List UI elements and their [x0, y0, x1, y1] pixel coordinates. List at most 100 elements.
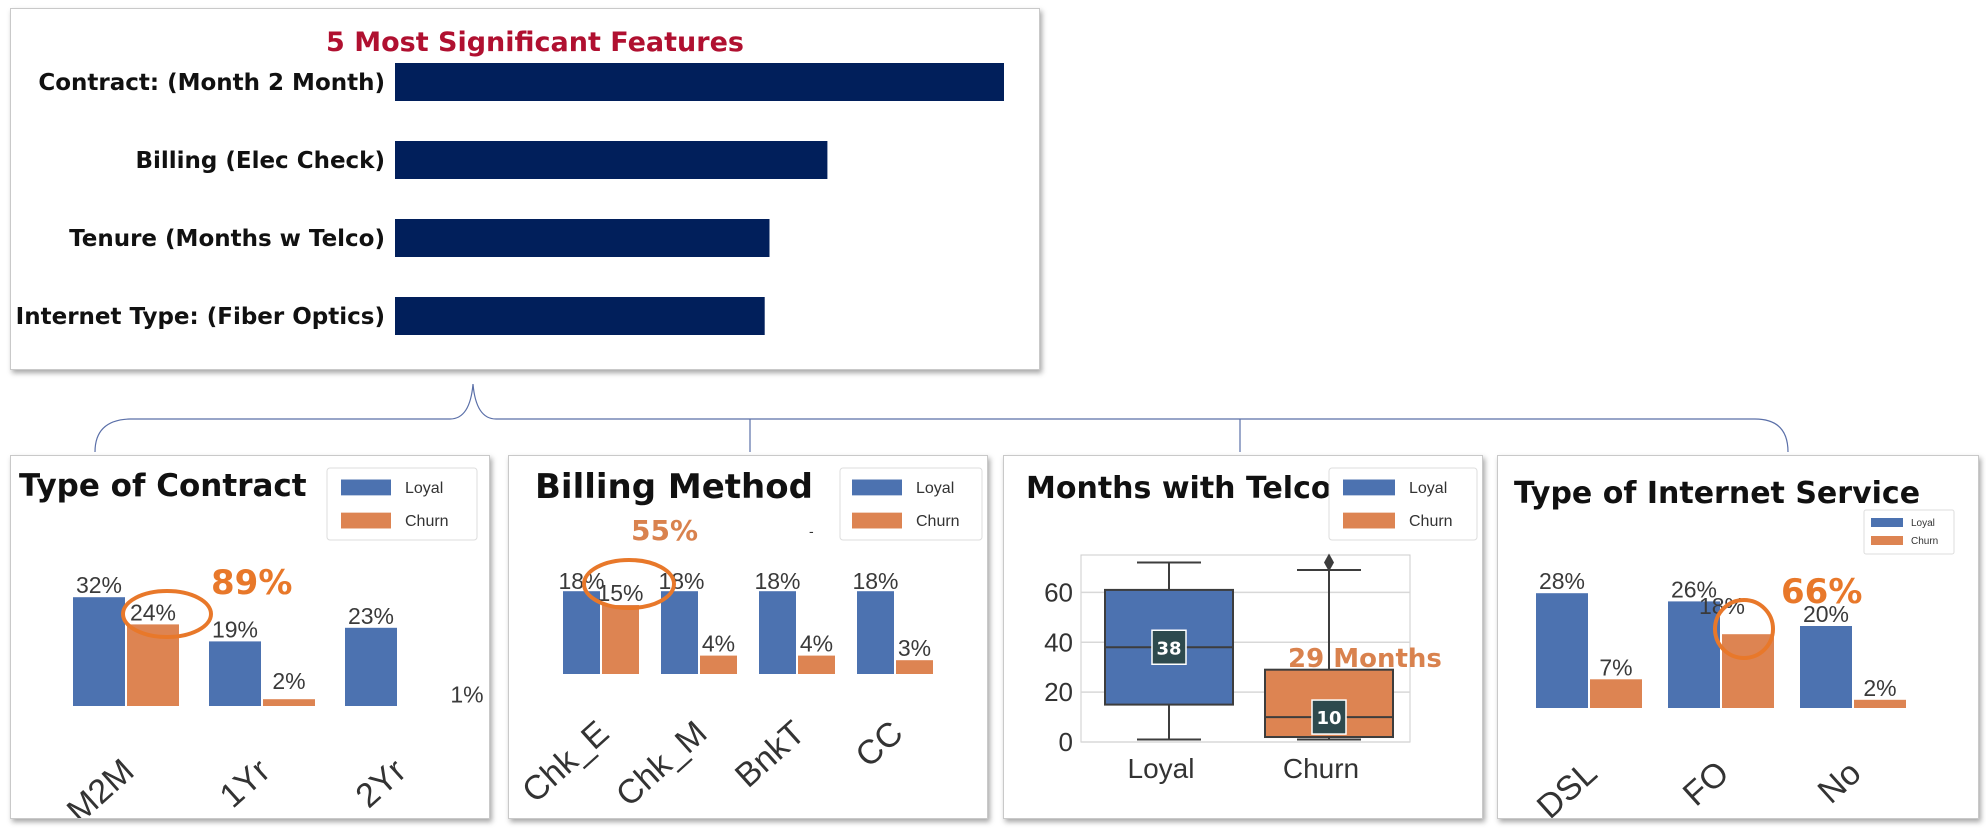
tick-label: 20 — [1044, 677, 1073, 707]
callout-label: 55% — [631, 514, 698, 547]
data-label: 18% — [754, 568, 800, 594]
stray-mark: - — [809, 523, 814, 539]
bar-loyal — [73, 597, 125, 706]
tick-label: Churn — [1283, 753, 1359, 784]
legend-box — [326, 467, 478, 541]
data-label: 32% — [76, 572, 122, 598]
data-label: 23% — [348, 603, 394, 629]
data-label: 3% — [898, 635, 931, 661]
legend-swatch-churn — [341, 512, 391, 529]
median-badge — [1311, 699, 1347, 735]
data-label: 26% — [1671, 576, 1717, 602]
internet-title: Type of Internet Service — [1514, 476, 1920, 511]
legend-label-loyal: Loyal — [405, 480, 443, 497]
tick-label: 2Yr — [349, 752, 414, 816]
bar-loyal — [1668, 601, 1720, 708]
tick-label: FO — [1676, 754, 1737, 814]
data-label: 18% — [852, 568, 898, 594]
tick-label: 40 — [1044, 627, 1073, 657]
bar-loyal — [759, 591, 796, 674]
billing-panel: Billing Method Loyal Churn 18% 15% Chk_E 18% 4… — [508, 455, 988, 819]
bar-churn — [263, 699, 315, 706]
tick-label: 1Yr — [213, 752, 278, 816]
median-label: 10 — [1316, 708, 1341, 729]
legend-label-churn: Churn — [405, 513, 449, 530]
legend-label-loyal: Loyal — [1911, 518, 1935, 529]
legend-swatch-loyal — [852, 479, 902, 496]
feature-bar — [395, 297, 765, 335]
legend-swatch-loyal — [1343, 479, 1395, 496]
legend-label-churn: Churn — [1409, 513, 1453, 530]
bar-churn — [896, 660, 933, 674]
legend-box — [839, 467, 983, 541]
legend-label-loyal: Loyal — [1409, 480, 1447, 497]
tick-label: M2M — [60, 752, 142, 818]
data-label: 7% — [1599, 654, 1632, 680]
median-badge — [1151, 629, 1187, 666]
feature-label: Tenure (Months w Telco) — [69, 226, 385, 252]
legend-label-loyal: Loyal — [916, 480, 954, 497]
billing-chart: Billing Method LoyalChurn18%15%Chk_E18%4… — [515, 467, 983, 814]
data-label: 18% — [1699, 593, 1745, 619]
data-label: 28% — [1539, 568, 1585, 594]
bar-churn — [602, 605, 639, 674]
tick-label: 0 — [1059, 727, 1073, 757]
data-label: 19% — [212, 616, 258, 642]
tick-label: Chk_M — [609, 714, 714, 814]
contract-chart: Type of Contract Loyal Churn 32% 24% M2M 19% 2… — [19, 467, 484, 818]
contract-panel: Type of Contract Loyal Churn 32% 24% M2M 19% 2… — [10, 455, 490, 819]
feature-bar — [395, 63, 1004, 101]
tick-label: No — [1811, 754, 1869, 811]
feature-label: Contract: (Month 2 Month) — [38, 70, 385, 96]
data-label: 4% — [702, 631, 735, 657]
months-title: Months with Telco — [1026, 471, 1331, 506]
data-label: 2% — [272, 668, 305, 694]
bar-churn — [1590, 679, 1642, 708]
months-panel: Months with Telco Loyal Churn 0 20 40 60 38 Loy… — [1003, 455, 1483, 819]
internet-panel: Type of Internet Service Loyal Churn 28% 7%… — [1497, 455, 1979, 819]
legend-box — [1863, 509, 1955, 555]
bar-loyal — [857, 591, 894, 674]
tick-label: Loyal — [1128, 753, 1195, 784]
data-label: 4% — [800, 631, 833, 657]
feature-label: Billing (Elec Check) — [135, 148, 385, 174]
legend-swatch-loyal — [341, 479, 391, 496]
data-label: 18% — [558, 568, 604, 594]
feature-bar — [395, 141, 828, 179]
bar-churn — [1854, 699, 1906, 708]
legend-swatch-churn — [1343, 512, 1395, 529]
bar-churn — [700, 655, 737, 674]
data-label: 1% — [450, 682, 483, 708]
legend-label-churn: Churn — [1911, 536, 1938, 547]
callout-label: 89% — [211, 563, 292, 603]
data-label: 24% — [130, 599, 176, 625]
median-label: 38 — [1156, 638, 1181, 659]
tick-label: DSL — [1530, 754, 1605, 818]
internet-chart: Type of Internet Service Loyal Churn 28% 7%… — [1514, 476, 1955, 818]
data-label: 20% — [1803, 601, 1849, 627]
legend-swatch-churn — [852, 512, 902, 529]
outlier-marker — [1324, 553, 1334, 572]
contract-title: Type of Contract — [19, 468, 307, 504]
highlight-circle — [121, 589, 213, 639]
feature-bar — [395, 219, 770, 257]
callout-label: 66% — [1781, 572, 1862, 612]
tick-label: Chk_E — [515, 714, 616, 811]
months-chart: Months with Telco Loyal Churn 0 20 40 60 38 Loy… — [1026, 467, 1478, 784]
connector-line — [94, 383, 1789, 453]
legend-swatch-churn — [1871, 536, 1903, 545]
legend-box — [1328, 467, 1478, 541]
billing-title: Billing Method — [535, 467, 813, 507]
data-label: 15% — [597, 580, 643, 606]
bar-loyal — [345, 627, 397, 706]
tick-label: BnkT — [728, 714, 812, 795]
bar-churn — [798, 655, 835, 674]
callout-label: 29 Months — [1288, 644, 1442, 674]
highlight-circle — [1713, 598, 1775, 660]
legend-swatch-loyal — [1871, 518, 1903, 527]
bar-loyal — [563, 591, 600, 674]
tick-label: CC — [848, 714, 910, 775]
feature-importance-chart: 5 Most Significant Features Contract: (M… — [16, 27, 1004, 335]
data-label: 2% — [1863, 675, 1896, 701]
